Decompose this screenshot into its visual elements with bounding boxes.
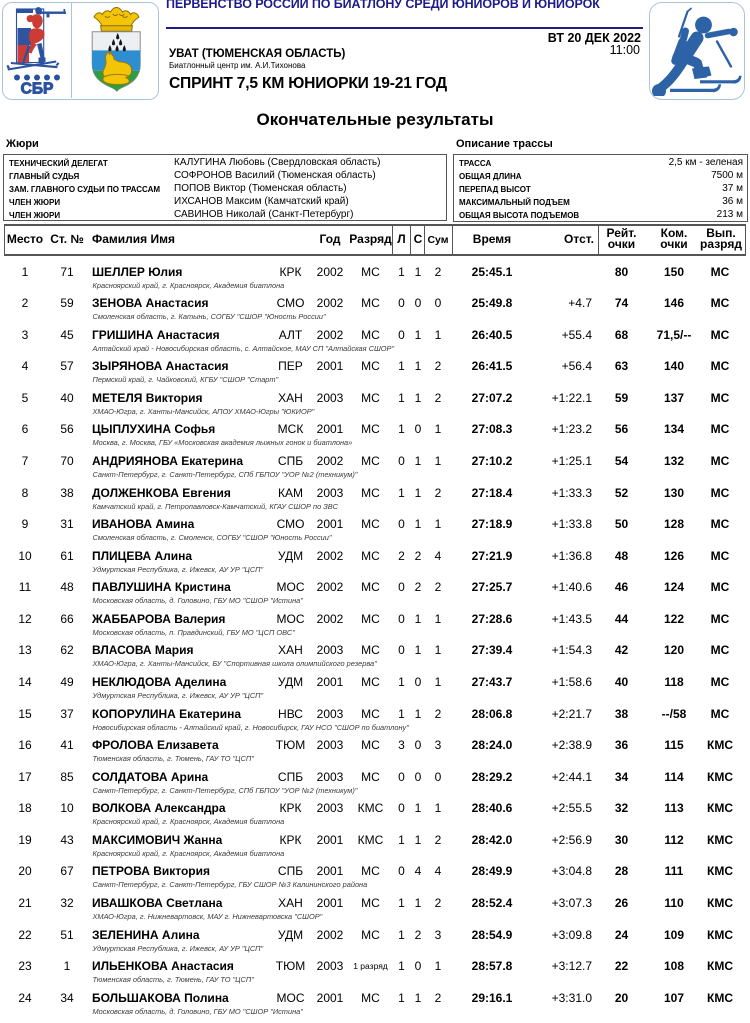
svg-text:СБР: СБР [21,81,54,98]
